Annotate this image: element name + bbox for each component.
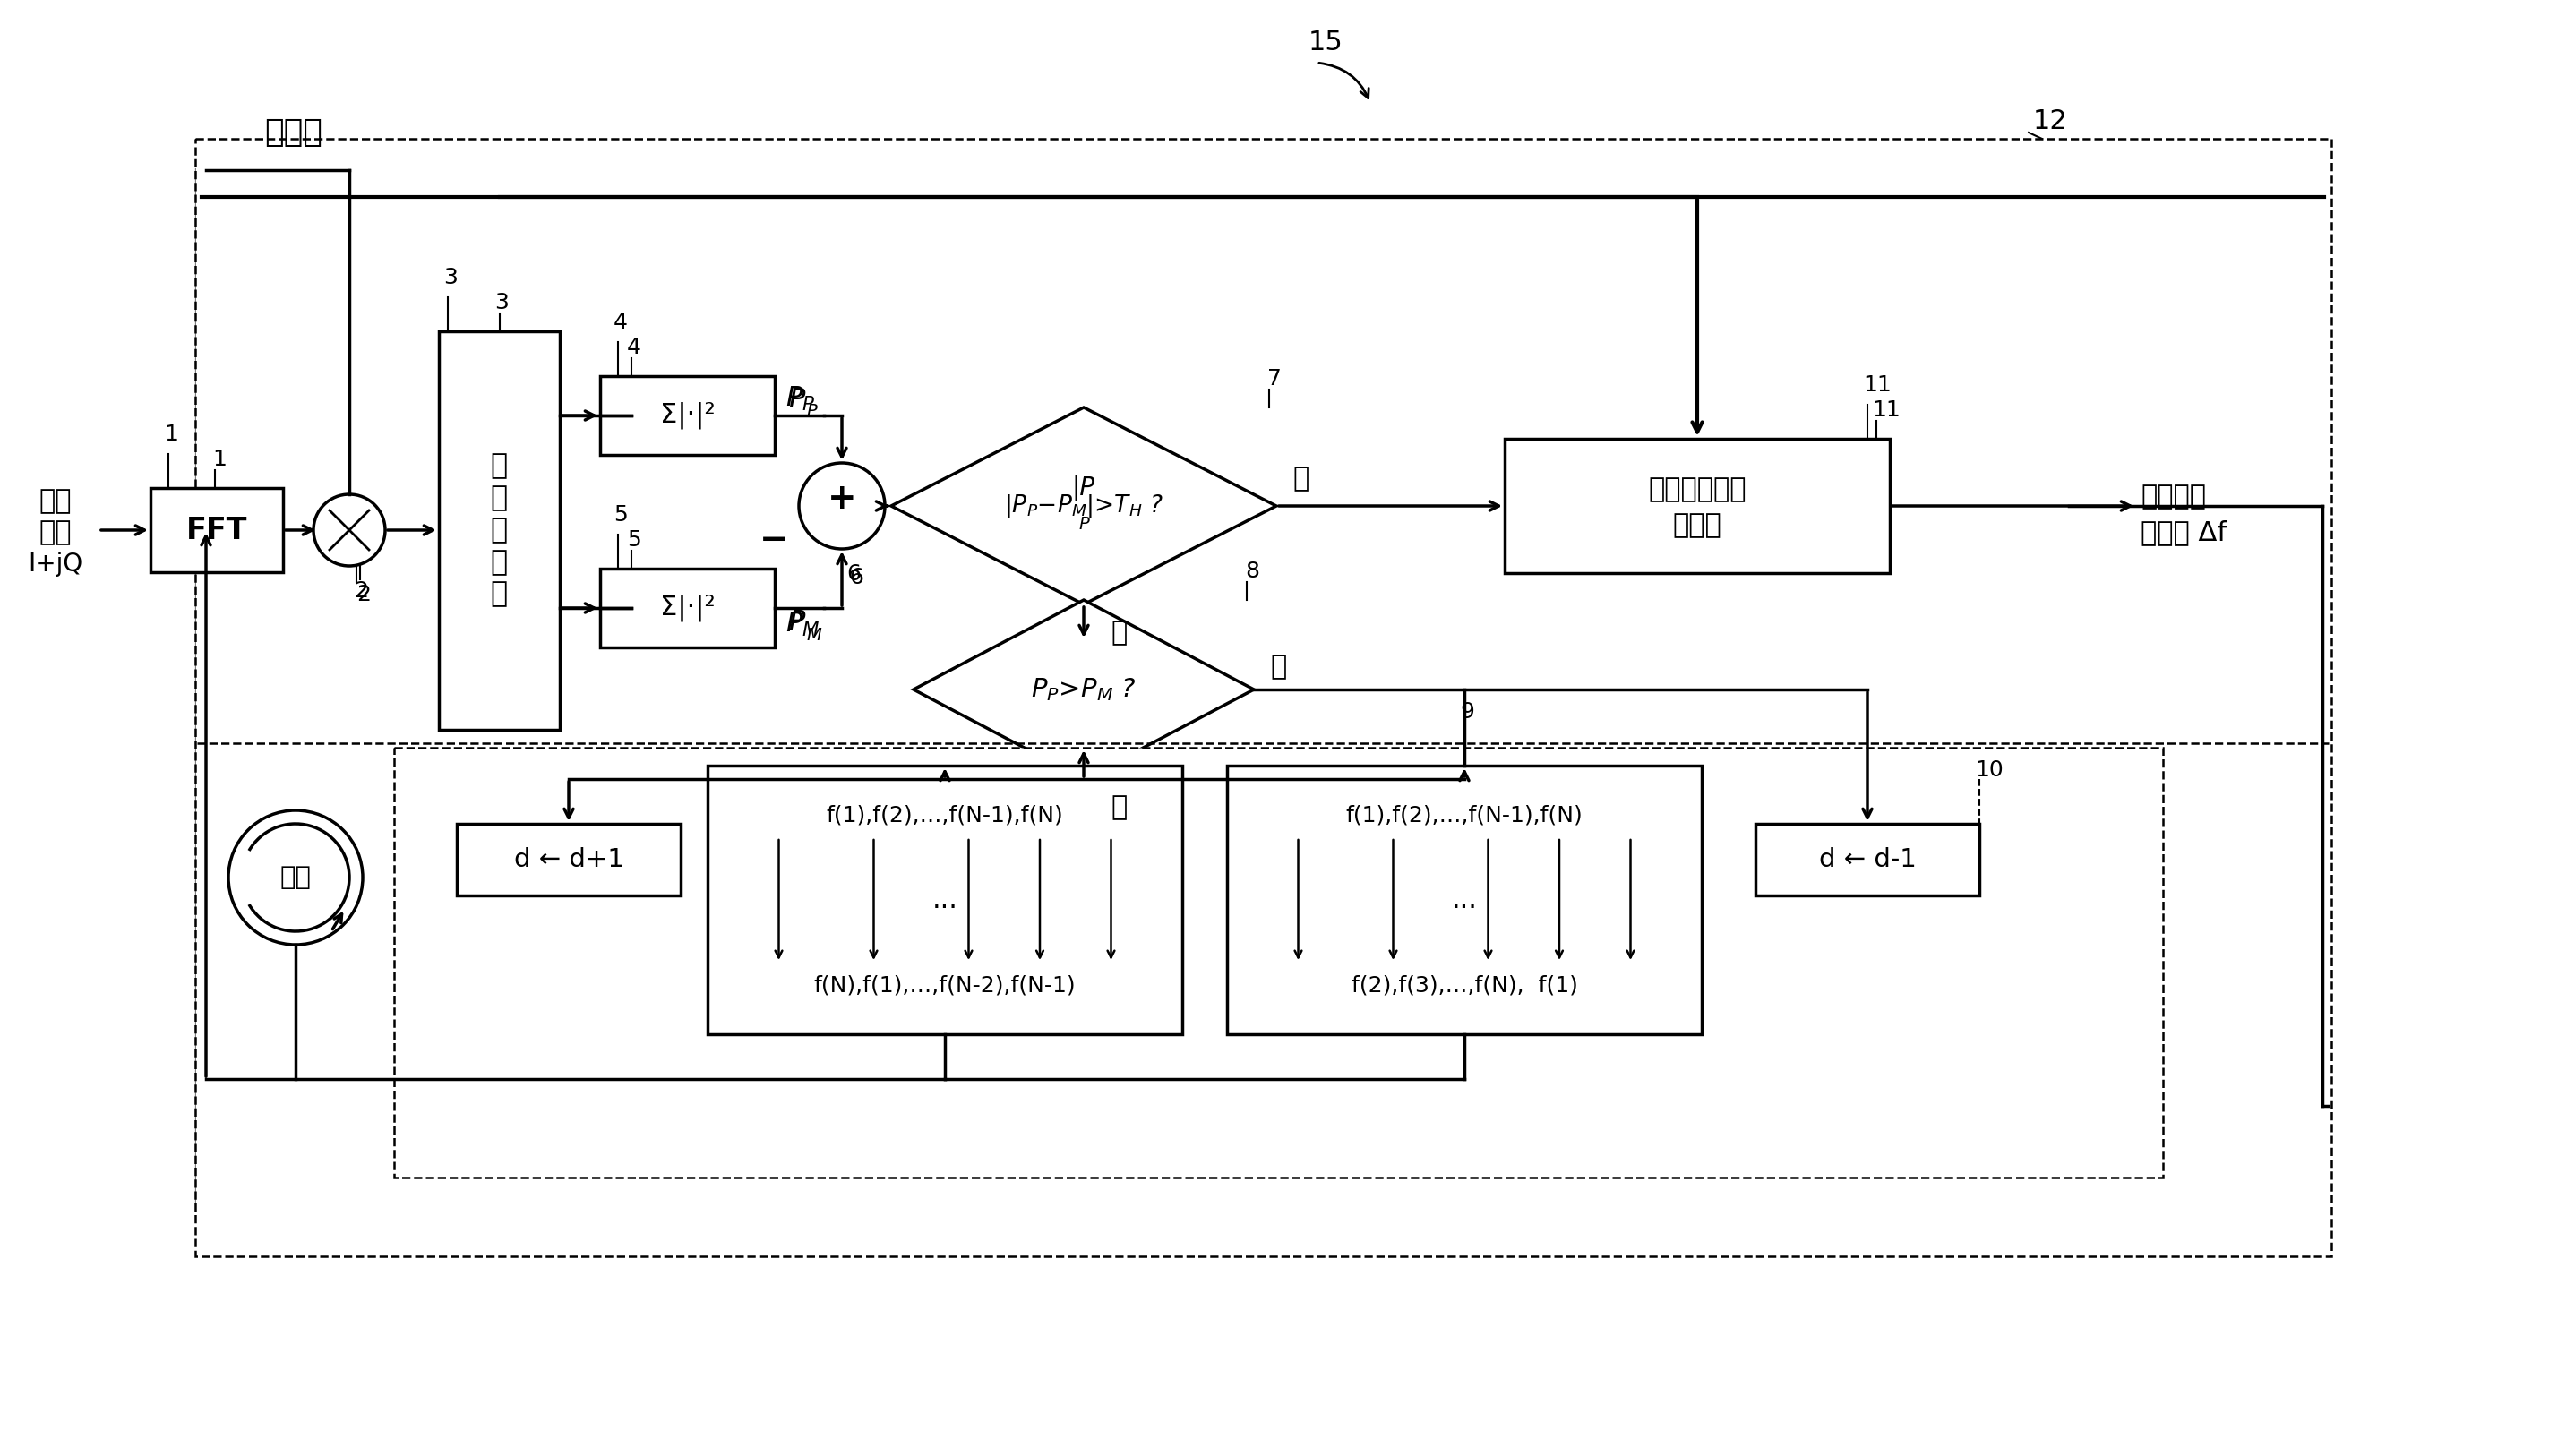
Text: 是: 是 [1111,620,1126,646]
Text: P: P [788,609,806,635]
Text: 输入: 输入 [38,488,72,514]
Text: |P$_P$−P$_M$|>T$_H$ ?: |P$_P$−P$_M$|>T$_H$ ? [1003,492,1162,520]
Text: P: P [806,402,816,419]
Bar [1755,824,1978,895]
Bar [708,766,1183,1034]
Text: −: − [760,523,788,558]
Text: 4: 4 [613,312,629,333]
Text: P: P [1078,515,1088,533]
Text: ...: ... [1452,887,1478,913]
Text: 6: 6 [849,566,862,588]
Text: 环路: 环路 [280,865,310,890]
Text: P$_P$>P$_M$ ?: P$_P$>P$_M$ ? [1032,676,1137,703]
Text: 带
通
滤
波
器: 带 通 滤 波 器 [490,453,508,609]
Text: 2: 2 [354,581,367,601]
Text: 3: 3 [495,291,508,313]
Text: f(N),f(1),…,f(N-2),f(N-1): f(N),f(1),…,f(N-2),f(N-1) [813,974,1075,996]
Text: 触发器: 触发器 [264,118,323,147]
Text: f(2),f(3),…,f(N),  f(1): f(2),f(3),…,f(N), f(1) [1352,974,1578,996]
Text: 12: 12 [2032,108,2068,134]
Bar [600,376,775,454]
Text: 检测部: 检测部 [1673,513,1722,539]
Text: Σ|·|²: Σ|·|² [659,594,716,622]
Text: 5: 5 [613,504,629,526]
Text: +: + [826,482,857,515]
Circle shape [313,494,385,566]
Text: Σ|·|²: Σ|·|² [659,402,716,430]
Text: 频谱移动距离: 频谱移动距离 [1647,476,1747,502]
Text: 否: 否 [1270,654,1286,680]
Text: I+jQ: I+jQ [28,552,82,577]
Text: 9: 9 [1460,702,1473,722]
Text: P: P [788,386,806,412]
Circle shape [228,811,362,945]
Polygon shape [890,408,1275,604]
Text: P$_M$: P$_M$ [785,610,821,638]
Text: 估计値 Δf: 估计値 Δf [2140,520,2227,546]
Text: 15: 15 [1309,31,1342,55]
Text: f(1),f(2),…,f(N-1),f(N): f(1),f(2),…,f(N-1),f(N) [1345,804,1583,826]
Text: 5: 5 [626,529,642,550]
Text: |P: |P [1073,475,1096,501]
Bar [1504,438,1889,574]
Text: P$_P$: P$_P$ [785,384,816,412]
Bar [439,332,559,729]
Bar [151,488,282,572]
Text: 是: 是 [1111,795,1126,821]
Bar [457,824,680,895]
Bar [198,170,2330,1208]
Text: ...: ... [931,887,957,913]
Text: 7: 7 [1268,368,1280,390]
Bar [1227,766,1701,1034]
Text: 6: 6 [847,563,860,585]
Polygon shape [913,600,1255,779]
Text: 11: 11 [1871,399,1901,421]
Text: 频率偏移: 频率偏移 [2140,483,2207,510]
Text: 信号: 信号 [38,520,72,546]
Text: FFT: FFT [187,515,246,545]
Text: d ← d+1: d ← d+1 [513,847,624,872]
Text: M: M [806,626,821,644]
Text: 1: 1 [164,424,177,446]
Text: 10: 10 [1976,760,2004,780]
Bar [600,569,775,648]
Text: 2: 2 [357,584,372,606]
Text: 否: 否 [1293,466,1309,492]
Text: 3: 3 [444,266,457,288]
Text: d ← d-1: d ← d-1 [1819,847,1917,872]
Text: 11: 11 [1863,374,1891,396]
Text: 4: 4 [626,336,642,358]
Text: 1: 1 [213,448,226,470]
Text: f(1),f(2),…,f(N-1),f(N): f(1),f(2),…,f(N-1),f(N) [826,804,1062,826]
Bar [395,748,2163,1178]
Circle shape [798,463,885,549]
Text: 8: 8 [1245,561,1260,582]
Bar [195,138,2332,1257]
